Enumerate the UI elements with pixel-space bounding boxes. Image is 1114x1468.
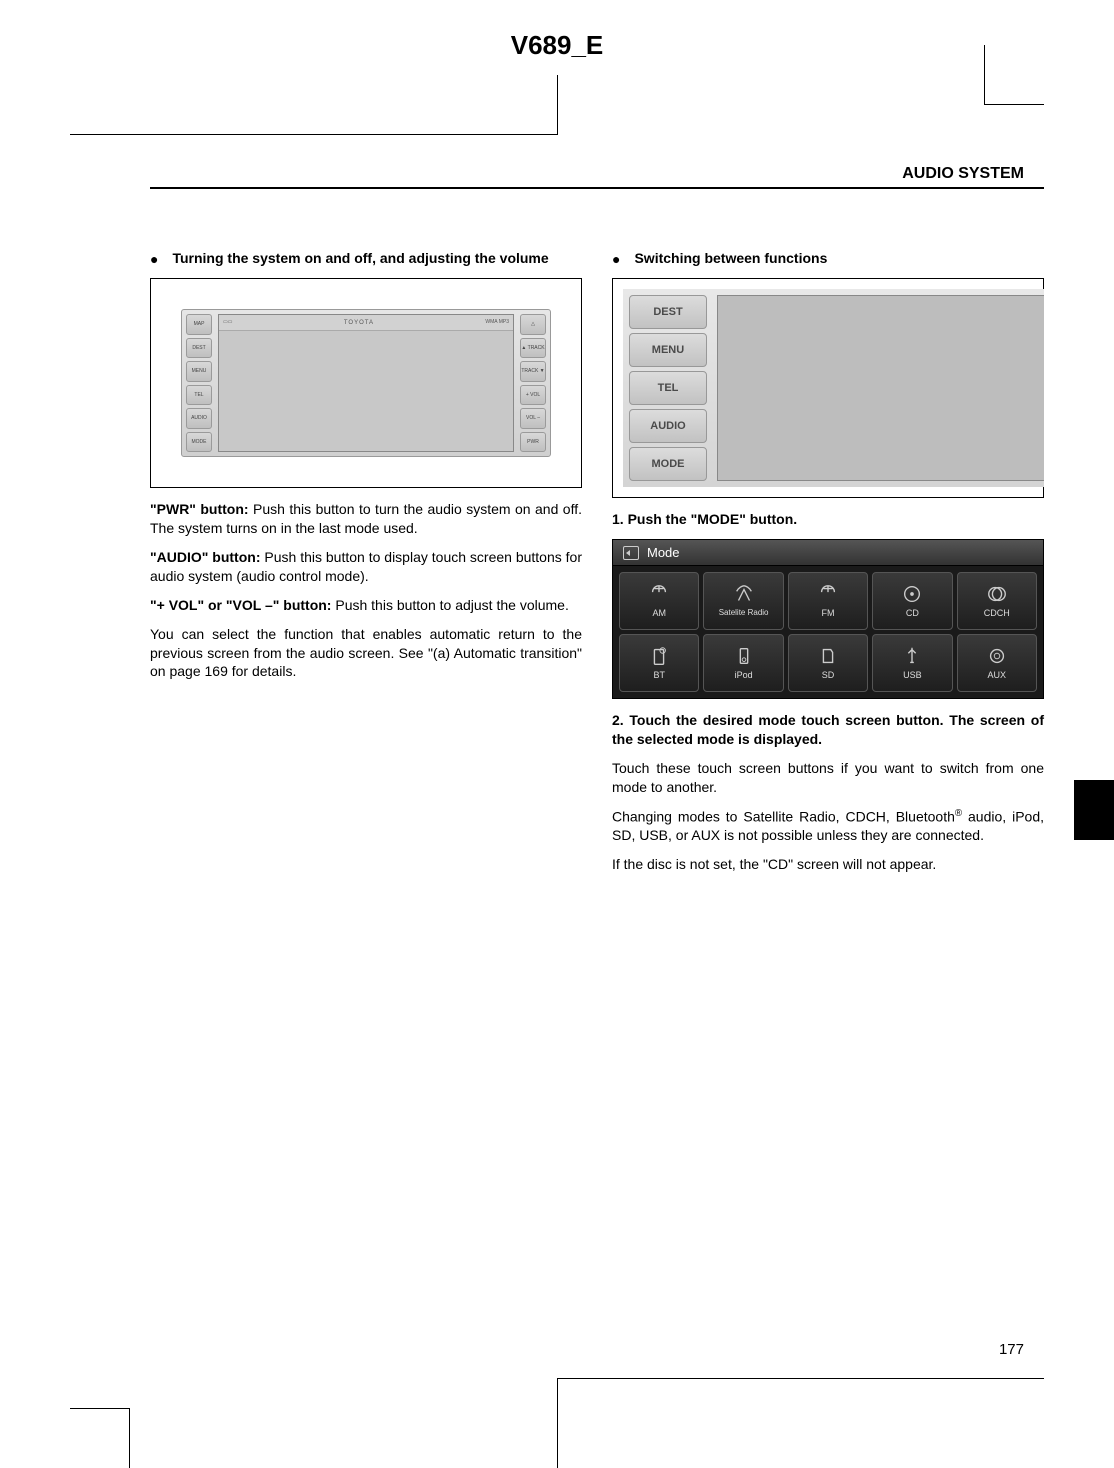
unit-btn-dest: DEST [186, 338, 212, 359]
figure-head-unit: MAP DEST MENU TEL AUDIO MODE ▭▭ TOYOTA W… [150, 278, 582, 488]
unit-btn-tel: TEL [186, 385, 212, 406]
figure-mode-screen: Mode AM Satelite Radio FM CD CDCH BT iPo… [612, 539, 1044, 699]
mode-sat: Satelite Radio [703, 572, 783, 630]
left-column: ● Turning the system on and off, and adj… [150, 249, 582, 884]
mode-fm: FM [788, 572, 868, 630]
mode-title: Mode [647, 544, 680, 562]
format-label: WMA MP3 [485, 319, 509, 326]
closeup-btn-mode: MODE [629, 447, 707, 481]
mode-bt: BT [619, 634, 699, 692]
mode-aux: AUX [957, 634, 1037, 692]
left-bullet-heading: Turning the system on and off, and adjus… [172, 249, 548, 268]
mode-ipod: iPod [703, 634, 783, 692]
section-title: AUDIO SYSTEM [150, 165, 1044, 189]
unit-btn-eject: △ [520, 314, 546, 335]
back-icon [623, 546, 639, 560]
unit-btn-menu: MENU [186, 361, 212, 382]
crop-mark-top [70, 75, 1044, 135]
closeup-btn-dest: DEST [629, 295, 707, 329]
para-vol: "+ VOL" or "VOL –" button: Push this but… [150, 596, 582, 615]
mode-sd: SD [788, 634, 868, 692]
unit-btn-audio: AUDIO [186, 408, 212, 429]
mode-am: AM [619, 572, 699, 630]
unit-btn-vol-up: + VOL [520, 385, 546, 406]
para-touch-switch: Touch these touch screen buttons if you … [612, 759, 1044, 797]
mode-cd: CD [872, 572, 952, 630]
unit-btn-map: MAP [186, 314, 212, 335]
figure-button-closeup: DEST MENU TEL AUDIO MODE [612, 278, 1044, 498]
para-audio: "AUDIO" button: Push this button to disp… [150, 548, 582, 586]
unit-btn-track-up: ▲ TRACK [520, 338, 546, 359]
bullet-icon: ● [150, 249, 158, 268]
mode-cdch: CDCH [957, 572, 1037, 630]
unit-btn-mode: MODE [186, 432, 212, 453]
step-1: 1. Push the "MODE" button. [612, 510, 1044, 529]
mode-usb: USB [872, 634, 952, 692]
right-column: ● Switching between functions DEST MENU … [612, 249, 1044, 884]
para-pwr: "PWR" button: Push this button to turn t… [150, 500, 582, 538]
right-bullet-heading: Switching between functions [634, 249, 827, 268]
para-modes-connected: Changing modes to Satellite Radio, CDCH,… [612, 807, 1044, 845]
page-number: 177 [999, 1341, 1024, 1358]
brand-label: TOYOTA [344, 319, 374, 327]
crop-mark-bottom [70, 1378, 1044, 1438]
para-auto-return: You can select the function that enables… [150, 625, 582, 682]
closeup-btn-tel: TEL [629, 371, 707, 405]
unit-btn-vol-dn: VOL – [520, 408, 546, 429]
para-cd-missing: If the disc is not set, the "CD" screen … [612, 855, 1044, 874]
screen-slot-icon: ▭▭ [223, 319, 232, 326]
step-2: 2. Touch the desired mode touch screen b… [612, 711, 1044, 749]
unit-btn-track-dn: TRACK ▼ [520, 361, 546, 382]
closeup-btn-audio: AUDIO [629, 409, 707, 443]
section-tab [1074, 780, 1114, 840]
unit-btn-pwr: PWR [520, 432, 546, 453]
doc-id: V689_E [70, 30, 1044, 69]
closeup-btn-menu: MENU [629, 333, 707, 367]
bullet-icon: ● [612, 249, 620, 268]
